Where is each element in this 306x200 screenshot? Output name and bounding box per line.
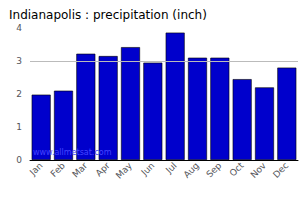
svg-text:Feb: Feb (49, 160, 68, 179)
svg-text:Nov: Nov (249, 160, 269, 180)
svg-text:Indianapolis : precipitation (: Indianapolis : precipitation (inch) (9, 8, 207, 22)
svg-text:Dec: Dec (271, 160, 290, 179)
svg-text:Sep: Sep (204, 160, 223, 179)
svg-text:3: 3 (16, 56, 22, 66)
svg-text:0: 0 (16, 155, 22, 165)
svg-text:Aug: Aug (182, 160, 201, 179)
svg-text:Apr: Apr (94, 160, 112, 178)
svg-text:1: 1 (16, 122, 22, 132)
svg-text:May: May (114, 160, 135, 181)
svg-text:Jul: Jul (163, 160, 178, 175)
svg-text:2: 2 (16, 89, 22, 99)
svg-text:4: 4 (16, 23, 22, 33)
svg-text:Oct: Oct (228, 160, 246, 178)
svg-text:Jan: Jan (27, 160, 45, 178)
svg-text:Mar: Mar (70, 160, 89, 179)
svg-text:www.allmetsat.com: www.allmetsat.com (33, 148, 112, 157)
svg-text:Jun: Jun (139, 160, 157, 178)
